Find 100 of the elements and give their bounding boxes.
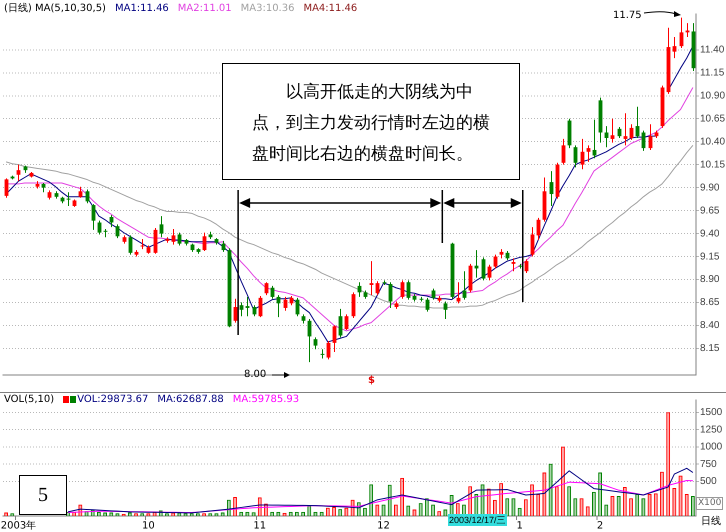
candlestick <box>128 234 132 256</box>
candlestick <box>592 119 596 159</box>
candlestick <box>290 296 294 306</box>
y-tick-label: 8.15 <box>700 343 720 354</box>
candlestick <box>586 144 590 162</box>
candlestick <box>536 217 540 240</box>
annotation: 11.75 <box>613 10 642 22</box>
callout-box: 以高开低走的大阴线为中点，到主力发动行情时左边的横盘时间比右边的横盘时间长。 <box>222 63 520 180</box>
annotation: $ <box>368 375 375 386</box>
y-tick-label: 8.40 <box>700 320 720 332</box>
y-tick-label: 10.40 <box>700 136 726 148</box>
y-tick-label: 8.65 <box>700 297 720 308</box>
text: MA:62687.88 <box>157 394 224 405</box>
candlestick <box>524 258 528 274</box>
y-tick-label: 9.15 <box>700 251 720 262</box>
candlestick <box>78 186 82 198</box>
text: MA4:11.46 <box>303 3 358 14</box>
candlestick <box>406 280 410 300</box>
candlestick <box>252 304 256 317</box>
candlestick <box>344 314 348 330</box>
candlestick <box>512 258 516 272</box>
candlestick <box>462 270 466 300</box>
candlestick <box>530 226 534 258</box>
candlestick <box>506 250 510 261</box>
candlestick <box>110 214 114 228</box>
candlestick <box>86 188 90 204</box>
candlestick <box>388 282 392 308</box>
candlestick <box>580 138 584 170</box>
candlestick <box>66 192 70 206</box>
y-tick-label: 10.65 <box>700 113 726 124</box>
candlestick <box>432 288 436 300</box>
candlestick <box>636 106 640 139</box>
x-tick-label: 1 <box>516 520 523 532</box>
y-tick-label: 750 <box>700 458 718 470</box>
chart-title: (日线) MA(5,10,30,5) <box>4 3 106 14</box>
candlestick <box>270 285 274 300</box>
candlestick <box>400 280 404 300</box>
candlestick <box>610 118 614 144</box>
text: X100 <box>696 497 724 510</box>
candlestick <box>444 301 448 320</box>
candlestick <box>574 144 578 168</box>
candlestick <box>562 138 566 166</box>
y-tick-label: 11.40 <box>700 44 725 56</box>
candlestick <box>98 220 102 235</box>
candlestick <box>642 130 646 152</box>
candlestick <box>308 318 312 363</box>
legend-label: VOL:29873.67 <box>77 394 148 405</box>
candlestick <box>234 298 238 324</box>
candlestick <box>4 178 8 198</box>
candlestick <box>456 282 460 304</box>
candlestick <box>222 240 226 252</box>
candlestick <box>140 238 144 250</box>
x-tick-label: 12 <box>377 520 390 532</box>
candlestick <box>172 228 176 246</box>
candlestick <box>246 296 250 317</box>
y-tick-label: 11.15 <box>700 68 725 79</box>
candlestick <box>240 302 244 317</box>
candlestick <box>314 336 318 350</box>
candlestick <box>500 248 504 259</box>
candlestick <box>370 260 374 296</box>
candlestick <box>352 292 356 319</box>
candlestick <box>202 232 206 252</box>
candlestick <box>686 22 690 38</box>
y-tick-label: 9.65 <box>700 205 720 216</box>
candlestick <box>16 164 20 182</box>
candlestick <box>630 124 634 140</box>
candlestick <box>474 250 478 278</box>
candlestick <box>320 348 324 359</box>
text: MA1:11.46 <box>114 3 169 14</box>
candlestick <box>116 224 120 239</box>
candlestick <box>624 112 628 146</box>
candlestick <box>258 296 262 318</box>
annotation: 8.00 <box>244 369 266 381</box>
candlestick <box>604 126 608 148</box>
candlestick <box>338 308 342 338</box>
candlestick <box>326 340 330 360</box>
text: MA2:11.01 <box>178 3 232 14</box>
candlestick <box>42 182 46 193</box>
candlestick <box>332 324 336 353</box>
x-tick-label: 11 <box>253 520 266 532</box>
candlestick <box>358 282 362 298</box>
text: MA:59785.93 <box>232 394 300 405</box>
y-tick-label: 1500 <box>700 407 723 418</box>
text: MA3:10.36 <box>240 3 294 14</box>
candlestick <box>482 256 486 281</box>
candlestick <box>154 228 158 254</box>
chart-title: VOL(5,10) <box>4 394 54 405</box>
y-tick-label: 1250 <box>700 424 723 436</box>
candlestick <box>426 297 430 312</box>
candlestick <box>672 36 676 59</box>
candlestick <box>264 282 268 296</box>
candlestick <box>648 124 652 150</box>
x-tick-label: 10 <box>142 520 155 532</box>
candlestick <box>550 170 554 206</box>
candlestick <box>48 190 52 200</box>
x-tick-label: 2 <box>596 520 604 532</box>
y-tick-label: 8.90 <box>700 274 720 286</box>
candlestick <box>494 254 498 269</box>
y-tick-label: 500 <box>700 476 718 488</box>
candlestick <box>296 297 300 317</box>
